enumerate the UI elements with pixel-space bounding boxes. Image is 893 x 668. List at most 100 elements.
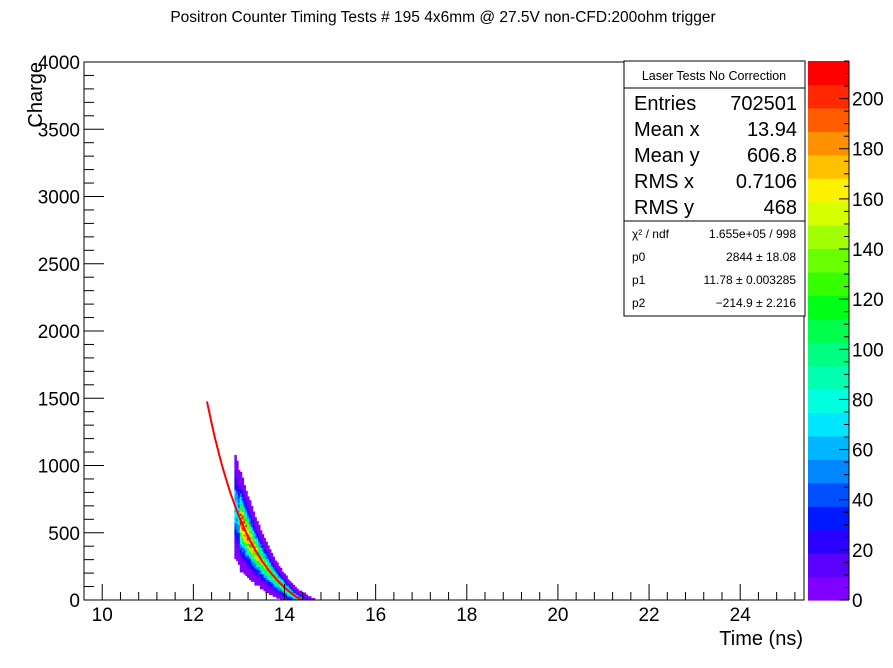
chart-title: Positron Counter Timing Tests # 195 4x6m… (170, 9, 715, 26)
heatmap-bin (236, 515, 239, 518)
heatmap-bin (249, 526, 252, 530)
heatmap-bin (239, 494, 243, 498)
heatmap-bin (239, 534, 243, 537)
heatmap-bin (278, 584, 281, 588)
heatmap-bin (270, 560, 274, 563)
heatmap-bin (249, 564, 252, 567)
heatmap-bin (265, 554, 268, 558)
heatmap-bin (239, 537, 243, 541)
heatmap-bin (272, 583, 276, 586)
heatmap-bin (234, 552, 237, 556)
heatmap-bin (283, 577, 286, 580)
heatmap-bin (250, 522, 254, 526)
heatmap-bin (234, 509, 237, 513)
heatmap-bin (234, 487, 237, 490)
heatmap-bin (236, 541, 239, 545)
heatmap-bin (285, 596, 288, 599)
heatmap-bin (289, 588, 292, 592)
heatmap-bin (250, 577, 254, 580)
heatmap-bin (238, 492, 241, 496)
heatmap-bin (243, 511, 246, 514)
y-tick-label: 1500 (38, 389, 80, 410)
heatmap-bin (270, 552, 274, 556)
heatmap-bin (254, 547, 257, 550)
heatmap-bin (236, 492, 239, 496)
heatmap-bin (287, 592, 290, 595)
heatmap-bin (241, 549, 245, 552)
heatmap-bin (272, 556, 276, 560)
heatmap-bin (274, 584, 277, 588)
heatmap-bin (274, 571, 277, 575)
heatmap-bin (239, 513, 243, 516)
heatmap-bin (239, 536, 243, 539)
heatmap-bin (252, 569, 255, 573)
x-axis-label: Time (ns) (719, 628, 803, 650)
heatmap-bin (263, 551, 266, 554)
heatmap-bin (267, 556, 270, 560)
heatmap-bin (247, 575, 250, 578)
heatmap-bin (254, 564, 257, 567)
heatmap-bin (258, 573, 261, 577)
heatmap-bin (238, 488, 241, 492)
x-tick-label: 14 (274, 605, 296, 626)
heatmap-bin (250, 536, 254, 539)
heatmap-bin (249, 530, 252, 533)
heatmap-bin (259, 571, 263, 575)
heatmap-bin (261, 577, 265, 580)
heatmap-bin (261, 552, 265, 556)
heatmap-bin (303, 598, 306, 600)
heatmap-bin (250, 569, 254, 573)
heatmap-bin (252, 575, 255, 578)
heatmap-bin (278, 588, 281, 592)
heatmap-bin (265, 581, 268, 584)
heatmap-bin (259, 584, 263, 588)
heatmap-bin (238, 562, 241, 565)
heatmap-bin (238, 552, 241, 556)
heatmap-bin (261, 556, 265, 560)
heatmap-bin (276, 571, 279, 575)
heatmap-bin (265, 571, 268, 575)
heatmap-bin (238, 485, 241, 488)
color-scale-swatch (808, 506, 849, 531)
heatmap-bin (247, 573, 250, 577)
heatmap-bin (258, 560, 261, 563)
heatmap-bin (265, 562, 268, 565)
heatmap-bin (241, 551, 245, 554)
heatmap-bin (245, 566, 248, 569)
heatmap-bin (243, 541, 246, 545)
heatmap-bin (261, 568, 265, 571)
heatmap-bin (241, 507, 245, 511)
heatmap-bin (247, 571, 250, 575)
heatmap-bin (267, 573, 270, 577)
heatmap-bin (279, 581, 283, 584)
heatmap-bin (265, 568, 268, 571)
heatmap-bin (245, 562, 248, 565)
heatmap-bin (269, 560, 272, 563)
heatmap-bin (310, 598, 314, 600)
heatmap-bin (247, 515, 250, 518)
heatmap-bin (261, 547, 265, 550)
heatmap-bin (254, 577, 257, 580)
heatmap-bin (249, 543, 252, 546)
heatmap-bin (267, 551, 270, 554)
heatmap-bin (245, 507, 248, 511)
heatmap-bin (241, 502, 245, 505)
heatmap-bin (243, 551, 246, 554)
stats-value: 606.8 (747, 145, 797, 167)
heatmap-bin (249, 502, 252, 505)
heatmap-bin (238, 530, 241, 533)
heatmap-bin (258, 583, 261, 586)
heatmap-bin (258, 541, 261, 545)
heatmap-bin (279, 590, 283, 594)
heatmap-bin (234, 458, 237, 462)
heatmap-bin (259, 583, 263, 586)
heatmap-bin (283, 573, 286, 577)
x-tick-label: 12 (183, 605, 204, 626)
heatmap-bin (234, 485, 237, 488)
heatmap-bin (269, 583, 272, 586)
heatmap-bin (249, 528, 252, 531)
heatmap-bin (256, 583, 259, 586)
heatmap-bin (239, 492, 243, 496)
heatmap-bin (254, 537, 257, 541)
heatmap-bin (270, 566, 274, 569)
